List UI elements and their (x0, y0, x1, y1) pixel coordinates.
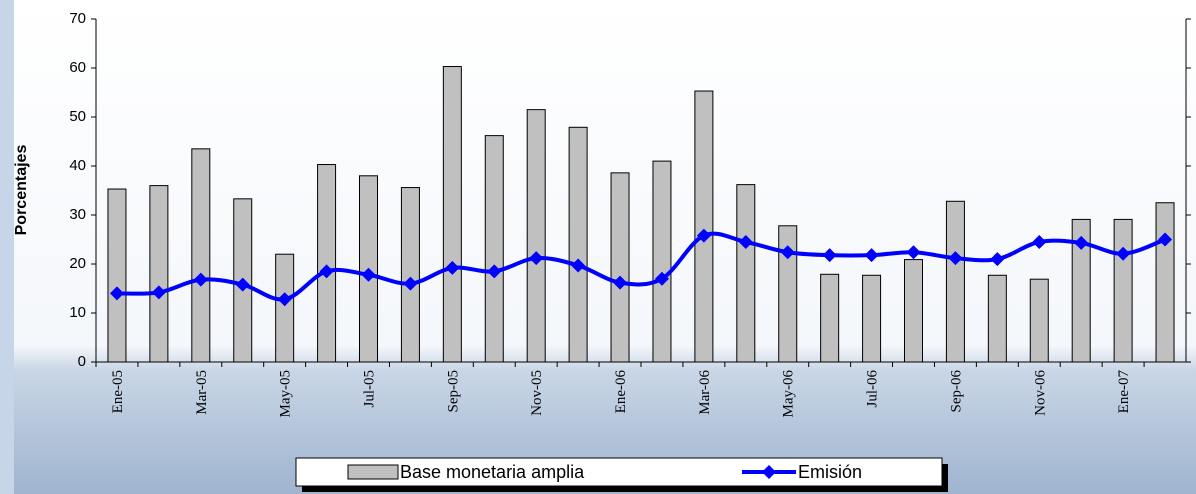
x-tick-label: May-05 (278, 370, 294, 418)
y-tick-label: 30 (69, 206, 86, 223)
y-tick-label: 40 (69, 157, 86, 174)
bar (317, 164, 337, 363)
bar (987, 274, 1007, 363)
x-tick-label: Ene-05 (110, 370, 126, 413)
marker (990, 252, 1005, 267)
marker (1074, 235, 1089, 250)
marker (235, 277, 250, 292)
y-tick-label: 10 (69, 304, 86, 321)
x-tick-label: May-06 (781, 370, 797, 418)
bar (694, 90, 714, 363)
marker (1032, 234, 1047, 249)
marker (864, 248, 879, 263)
bar (945, 200, 965, 363)
bar (275, 253, 295, 363)
x-tick-label: Jul-06 (865, 370, 881, 408)
legend-label: Emisión (798, 462, 862, 482)
marker (403, 276, 418, 291)
marker (738, 234, 753, 249)
bar (442, 66, 462, 363)
marker (571, 258, 586, 273)
bar (610, 172, 630, 363)
legend-swatch (347, 464, 399, 480)
x-tick-label: Nov-06 (1032, 370, 1048, 416)
bar (400, 187, 420, 363)
bar (820, 273, 840, 363)
marker (780, 245, 795, 260)
y-tick-label: 70 (69, 10, 86, 27)
y-tick-label: 0 (78, 353, 86, 370)
x-tick-label: Sep-05 (445, 370, 461, 413)
marker (109, 286, 124, 301)
left-strip (0, 0, 14, 494)
bar (526, 109, 546, 363)
marker (906, 245, 921, 260)
bar (904, 259, 923, 363)
bar (107, 188, 127, 363)
legend-marker (762, 465, 776, 479)
bar (778, 225, 798, 363)
bar (1113, 218, 1133, 363)
marker (822, 248, 837, 263)
bar (149, 185, 169, 363)
marker (361, 267, 376, 282)
marker (948, 251, 963, 266)
bar (568, 126, 588, 363)
marker (696, 228, 711, 243)
x-tick-label: Mar-06 (697, 370, 713, 415)
marker (529, 251, 544, 266)
x-tick-label: Ene-06 (613, 370, 629, 414)
x-tick-label: Mar-05 (194, 370, 210, 415)
y-tick-label: 60 (69, 59, 86, 76)
x-tick-label: Nov-05 (529, 370, 545, 416)
y-tick-label: 50 (69, 108, 86, 125)
y-axis-title: Porcentajes (13, 145, 30, 236)
bar (484, 135, 504, 363)
bar (862, 274, 882, 363)
marker (654, 271, 669, 286)
x-tick-label: Jul-05 (362, 370, 378, 408)
bar (1155, 202, 1175, 363)
legend-box (295, 457, 943, 487)
bar (652, 160, 672, 363)
bar (736, 184, 756, 363)
x-tick-label: Ene-07 (1116, 370, 1132, 414)
marker (1116, 246, 1131, 261)
x-tick-label: Sep-06 (948, 370, 964, 413)
marker (487, 264, 502, 279)
bar (1029, 278, 1049, 363)
marker (445, 260, 460, 275)
bar (1071, 218, 1091, 363)
legend-label: Base monetaria amplia (400, 462, 585, 482)
marker (1158, 232, 1173, 247)
marker (151, 285, 166, 300)
y-tick-label: 20 (69, 255, 86, 272)
marker (193, 272, 208, 287)
bar (191, 148, 211, 363)
marker (613, 275, 628, 290)
marker (277, 292, 292, 307)
marker (319, 264, 334, 279)
